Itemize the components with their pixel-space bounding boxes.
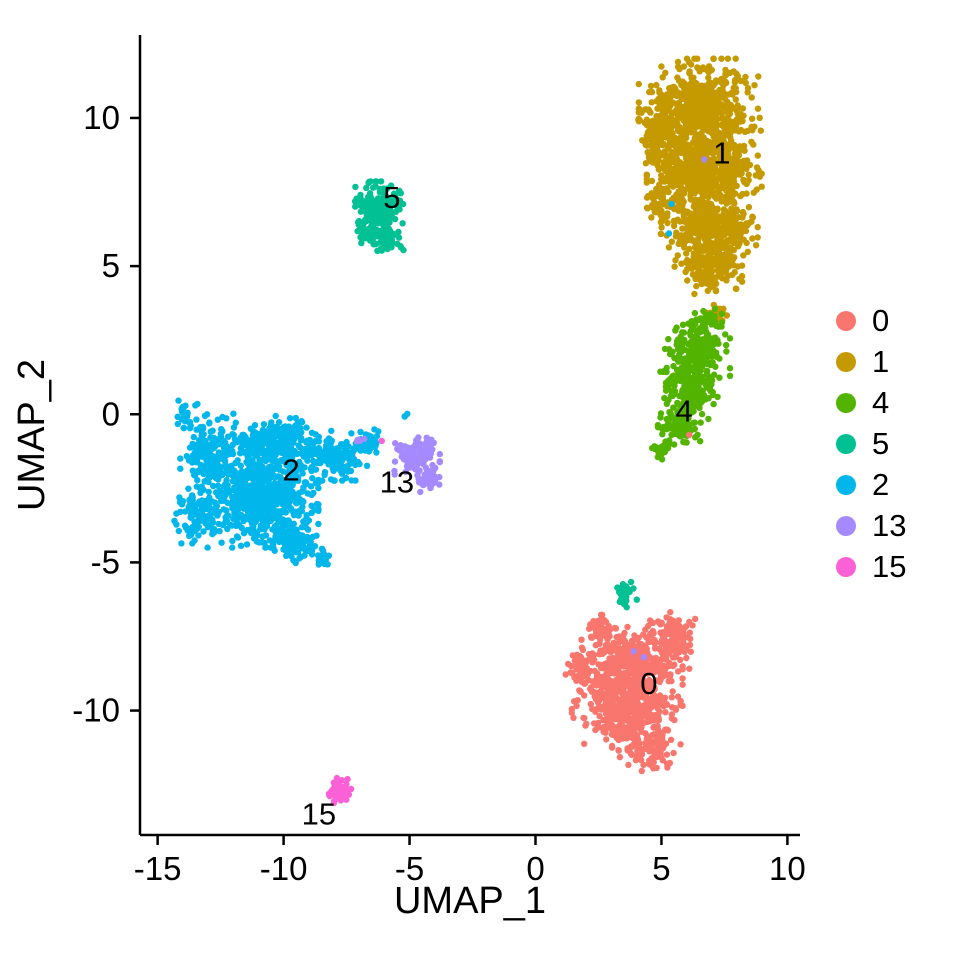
legend-dot-2	[836, 474, 856, 495]
legend: 0 1 4 5 2 13 15	[836, 300, 906, 587]
cluster-points-5	[351, 178, 640, 611]
legend-label-1: 1	[872, 344, 890, 379]
legend-dot-15	[836, 556, 856, 577]
cluster-label-0: 0	[640, 666, 657, 701]
legend-item-0: 0	[836, 300, 906, 341]
cluster-labels: 1 4 5 2 13 0 15	[282, 136, 730, 832]
cluster-points-13	[353, 434, 443, 496]
x-axis-title: UMAP_1	[394, 880, 546, 922]
y-tick-label: 5	[102, 247, 120, 284]
x-tick-label: -10	[260, 850, 308, 887]
y-axis-title: UMAP_2	[11, 359, 53, 511]
y-tick-label: -5	[91, 543, 120, 580]
legend-dot-5	[836, 433, 856, 454]
y-tick-label: -10	[72, 692, 120, 729]
cluster-label-5: 5	[383, 180, 400, 215]
legend-item-13: 13	[836, 505, 906, 546]
legend-label-13: 13	[872, 508, 907, 543]
cluster-label-15: 15	[302, 796, 336, 831]
outlier-points	[378, 156, 708, 661]
legend-dot-4	[836, 392, 856, 413]
cluster-label-1: 1	[713, 136, 730, 171]
legend-label-2: 2	[872, 467, 890, 502]
x-tick-label: 5	[652, 850, 670, 887]
y-tick-label: 10	[83, 99, 120, 136]
legend-dot-13	[836, 515, 856, 536]
legend-item-4: 4	[836, 382, 906, 423]
legend-label-0: 0	[872, 303, 890, 338]
legend-dot-0	[836, 310, 856, 331]
x-tick-label: 10	[769, 850, 806, 887]
cluster-points-0	[562, 609, 699, 775]
legend-item-5: 5	[836, 423, 906, 464]
cluster-label-2: 2	[282, 453, 299, 488]
legend-item-15: 15	[836, 546, 906, 587]
x-tick-label: -5	[395, 850, 424, 887]
legend-dot-1	[836, 351, 856, 372]
cluster-points-15	[325, 774, 355, 807]
cluster-points-4	[649, 305, 734, 463]
x-tick-label: -15	[134, 850, 182, 887]
axes	[138, 35, 800, 837]
legend-label-5: 5	[872, 426, 890, 461]
legend-item-1: 1	[836, 341, 906, 382]
legend-label-15: 15	[872, 549, 907, 584]
cluster-points-2	[171, 397, 411, 568]
legend-label-4: 4	[872, 385, 890, 420]
y-tick-label: 0	[102, 395, 120, 432]
cluster-label-13: 13	[380, 464, 414, 499]
x-tick-label: 0	[526, 850, 544, 887]
legend-item-2: 2	[836, 464, 906, 505]
cluster-label-4: 4	[675, 393, 692, 428]
cluster-points-1	[635, 55, 765, 328]
tick-marks	[130, 116, 789, 845]
